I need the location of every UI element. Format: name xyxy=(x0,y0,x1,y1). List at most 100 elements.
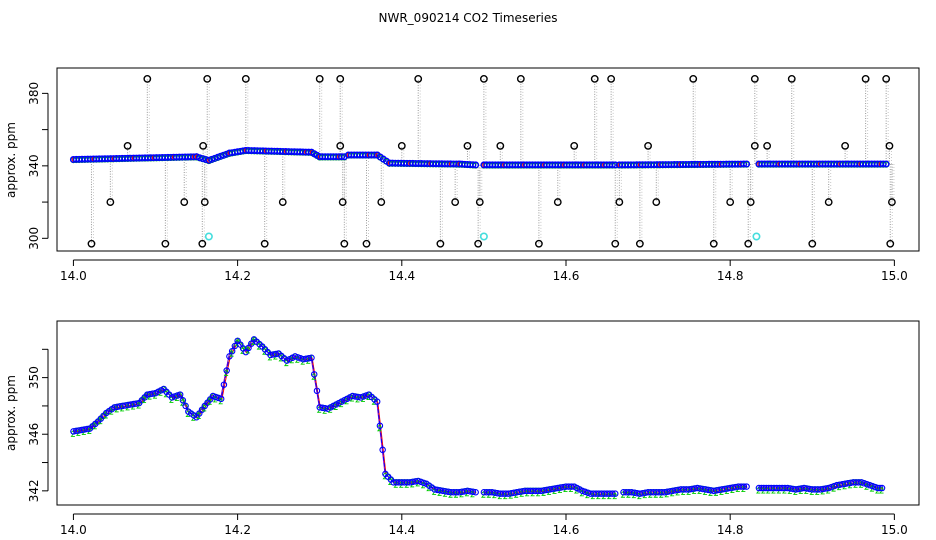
series-point xyxy=(294,354,302,361)
series-marker-green xyxy=(179,399,185,406)
series-marker-green xyxy=(251,338,256,345)
series-point xyxy=(133,400,140,407)
spike-point xyxy=(763,142,772,150)
series-marker-green xyxy=(196,412,201,419)
series-marker-green xyxy=(201,404,207,412)
series-marker-green xyxy=(377,424,382,432)
spike-point xyxy=(180,198,189,206)
y-tick-label: 342 xyxy=(27,479,41,502)
series-marker-green xyxy=(97,417,103,425)
spike-point xyxy=(161,239,170,248)
spike-point xyxy=(744,239,753,248)
baseline-point xyxy=(743,160,751,168)
spike-point xyxy=(750,74,759,83)
series-point xyxy=(740,483,748,490)
y-tick-label: 340 xyxy=(27,154,41,177)
series-point xyxy=(863,480,871,488)
spike-point xyxy=(106,198,115,206)
series-point xyxy=(376,422,384,429)
series-marker-green xyxy=(86,427,92,435)
series-point xyxy=(223,367,230,374)
spike-point xyxy=(689,74,698,83)
series-point xyxy=(472,489,479,496)
series-point xyxy=(182,402,189,410)
y-tick-label: 380 xyxy=(27,82,41,105)
spike-point xyxy=(377,198,386,206)
spike-point xyxy=(570,142,579,150)
spike-point xyxy=(451,198,460,206)
spike-point xyxy=(709,239,718,248)
series-marker-green xyxy=(256,343,262,350)
lower-panel: 14.0 14.2 14.4 14.6 14.8 15.0 342 346 350 approx… xyxy=(4,320,920,537)
series-point xyxy=(743,483,750,490)
spike-point xyxy=(397,142,406,150)
series-point xyxy=(83,425,91,433)
series-marker-green xyxy=(311,373,316,380)
spike-point xyxy=(436,239,445,248)
baseline-point xyxy=(879,160,887,168)
series-point xyxy=(869,482,876,490)
series-point xyxy=(379,446,386,454)
x-tick-label: 14.0 xyxy=(60,523,87,537)
y-tick-label: 350 xyxy=(27,366,41,389)
spike-point xyxy=(362,239,371,248)
spike-point xyxy=(463,142,472,150)
x-tick-label: 14.2 xyxy=(224,523,251,537)
series-marker-green xyxy=(229,350,234,357)
series-point xyxy=(357,394,365,401)
series-marker-green xyxy=(141,396,147,403)
spike-point xyxy=(336,142,345,150)
spike-point xyxy=(808,239,817,248)
x-tick-label: 14.4 xyxy=(388,269,415,283)
series-marker-green xyxy=(190,414,196,421)
series-point xyxy=(308,354,315,362)
spike-point xyxy=(123,142,132,150)
spike-point xyxy=(888,198,896,206)
series-point xyxy=(878,484,886,492)
series-point xyxy=(866,481,873,489)
spike-point xyxy=(315,74,324,83)
baseline-point xyxy=(882,160,890,168)
baseline-point xyxy=(199,155,207,163)
spike-point xyxy=(200,198,209,206)
series-point xyxy=(212,393,219,401)
x-tick-label: 14.4 xyxy=(388,523,415,537)
series-point xyxy=(168,394,176,401)
figure-title: NWR_090214 CO2 Timeseries xyxy=(379,11,558,25)
spike-point xyxy=(414,74,423,83)
series-marker-green xyxy=(92,422,97,430)
upper-y-axis-label: approx. ppm xyxy=(4,122,18,198)
series-marker-green xyxy=(879,487,884,494)
series-marker-green xyxy=(218,397,223,405)
series-point xyxy=(179,397,187,404)
spike-point xyxy=(886,239,895,248)
spike-point xyxy=(534,239,543,248)
spike-point xyxy=(338,198,347,206)
spike-point xyxy=(882,74,891,83)
x-tick-label: 15.0 xyxy=(881,269,908,283)
spike-point xyxy=(340,239,349,248)
spike-point xyxy=(590,74,599,83)
spike-point xyxy=(652,198,661,206)
spike-point xyxy=(824,198,833,206)
series-marker-green xyxy=(371,398,376,405)
series-point xyxy=(417,478,425,486)
series-point xyxy=(215,394,222,402)
series-point xyxy=(858,479,865,486)
series-point xyxy=(310,371,318,378)
series-point xyxy=(305,355,313,362)
series-marker-green xyxy=(207,398,212,405)
series-point xyxy=(171,393,178,400)
series-point xyxy=(825,484,832,492)
series-marker-green xyxy=(185,410,190,418)
spike-point xyxy=(787,74,796,83)
series-marker-green xyxy=(245,346,251,354)
series-marker-green xyxy=(612,492,617,500)
spike-point xyxy=(841,142,850,150)
x-tick-label: 14.6 xyxy=(553,523,580,537)
series-marker-green xyxy=(136,402,141,409)
spike-point xyxy=(611,239,620,248)
x-tick-label: 14.2 xyxy=(224,269,251,283)
series-marker-green xyxy=(366,393,371,401)
series-point xyxy=(220,381,228,388)
